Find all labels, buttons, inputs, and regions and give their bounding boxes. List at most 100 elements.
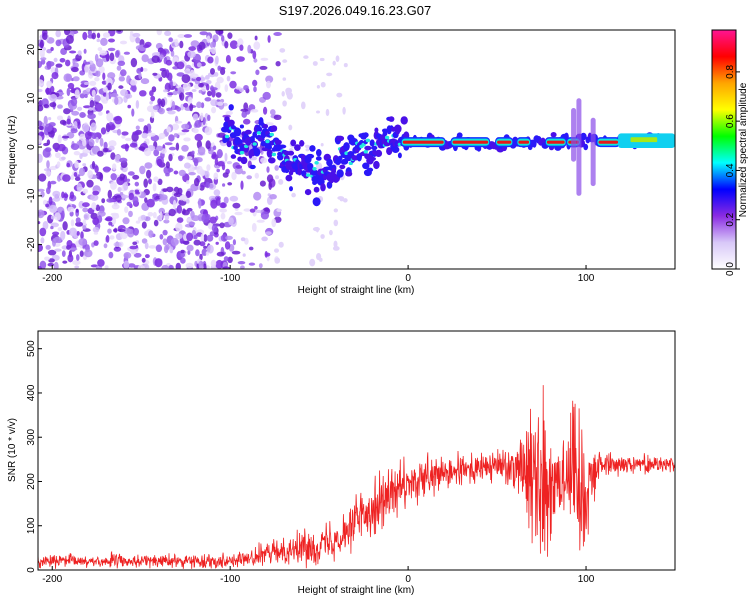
spectrogram-blob xyxy=(38,79,44,87)
spectrogram-blob xyxy=(79,93,86,99)
spectrogram-blob xyxy=(66,118,71,125)
spectrogram-blob xyxy=(210,68,215,75)
spectrogram-blob xyxy=(129,245,138,250)
ridge-blob xyxy=(356,153,362,162)
spectrogram-blob xyxy=(70,128,78,134)
spectrogram-blob xyxy=(234,211,243,216)
spectrogram-blob xyxy=(179,92,185,101)
spectrogram-blob xyxy=(38,209,45,219)
spectrogram-blob xyxy=(235,165,243,169)
spectrogram-blob xyxy=(153,176,159,182)
spectrogram-blob xyxy=(167,110,176,115)
spectrogram-blob xyxy=(225,110,233,116)
spectrogram-blob xyxy=(167,92,174,96)
spectrogram-blob xyxy=(271,218,277,228)
spectrogram-blob xyxy=(185,190,192,198)
spectrogram-blob xyxy=(215,241,219,245)
spectrogram-blob xyxy=(168,37,173,42)
spectrogram-blob xyxy=(222,172,229,178)
spectrogram-blob xyxy=(134,189,140,193)
spectrogram-blob xyxy=(263,106,268,115)
spectrogram-blob xyxy=(79,153,83,160)
spectrogram-blob xyxy=(64,30,71,36)
spectrogram-blob xyxy=(82,188,89,194)
spectrogram-blob xyxy=(194,120,202,128)
spectrogram-blob xyxy=(72,76,80,82)
spectrogram-blob xyxy=(278,241,284,248)
spectrogram-blob xyxy=(209,48,215,53)
spectrogram-blob xyxy=(90,122,97,132)
spectrogram-blob xyxy=(97,259,105,267)
spectrogram-blob xyxy=(132,227,139,236)
ridge-blob xyxy=(268,157,276,164)
spectrogram-blob xyxy=(181,123,190,130)
spectrogram-blob xyxy=(320,81,326,88)
spectrogram-blob xyxy=(207,90,212,97)
spectrogram-blob xyxy=(195,249,200,257)
ridge-blob xyxy=(252,131,257,138)
spectrogram-x-label: Height of straight line (km) xyxy=(298,285,415,296)
spectrogram-blob xyxy=(152,105,160,111)
spectrogram-blob xyxy=(89,80,97,86)
spectrogram-blob xyxy=(69,247,78,251)
spectrogram-blob xyxy=(158,132,166,140)
spectrogram-blob xyxy=(168,264,174,269)
spectrogram-blob xyxy=(86,179,94,188)
ridge-blob xyxy=(391,146,400,154)
spectrogram-blob xyxy=(152,183,157,192)
ridge-blob xyxy=(331,167,337,175)
spectrogram-blob xyxy=(199,253,203,261)
spectrogram-blob xyxy=(174,38,179,47)
spectrogram-blob xyxy=(325,108,330,117)
spectrogram-blob xyxy=(274,257,281,264)
spectrogram-blob xyxy=(61,250,66,257)
spectrogram-blob xyxy=(52,231,60,236)
spectrogram-blob xyxy=(186,232,194,242)
spectrogram-blob xyxy=(89,100,95,108)
spectrogram-blob xyxy=(274,165,280,171)
spectrogram-blob xyxy=(120,144,130,149)
spectrogram-blob xyxy=(342,106,346,115)
spectrogram-blob xyxy=(95,204,101,212)
spectrogram-blob xyxy=(113,242,122,247)
spectrogram-blob xyxy=(123,260,130,269)
ridge-blob xyxy=(227,119,235,127)
ridge-blob xyxy=(373,160,380,170)
ridge-blob xyxy=(395,127,400,135)
spectrogram-blob xyxy=(121,131,129,136)
spectrogram-blob xyxy=(76,231,80,236)
spectrogram-blob xyxy=(174,61,178,67)
spectrogram-blob xyxy=(48,117,52,121)
spectrogram-blob xyxy=(337,196,345,200)
spectrogram-blob xyxy=(55,30,61,38)
spectrogram-blob xyxy=(135,100,140,109)
spectrogram-blob xyxy=(87,30,92,36)
spectrogram-blob xyxy=(288,124,293,131)
spectrogram-blob xyxy=(240,108,249,112)
ridge-blob xyxy=(343,142,350,151)
x-tick-label: 0 xyxy=(405,574,411,585)
spectrogram-blob xyxy=(129,31,134,36)
ridge-core xyxy=(384,135,390,140)
spectrogram-blob xyxy=(48,258,55,263)
spectrogram-blob xyxy=(50,215,55,220)
spectrogram-blob xyxy=(200,112,204,122)
spectrogram-blob xyxy=(149,90,154,97)
spectrogram-blob xyxy=(273,114,282,121)
spectrogram-blob xyxy=(184,162,191,169)
spectrogram-blob xyxy=(46,49,53,54)
spectrogram-blob xyxy=(82,163,87,167)
spectrogram-blob xyxy=(156,30,162,36)
ridge-blob xyxy=(289,186,293,192)
spectrogram-blob xyxy=(227,256,233,263)
spectrogram-blob xyxy=(107,47,116,52)
spectrogram-blob xyxy=(129,142,138,148)
spectrogram-blob xyxy=(220,234,228,242)
spectrogram-blob xyxy=(79,250,84,257)
spectrogram-blob xyxy=(342,198,348,203)
spectrogram-blob xyxy=(234,166,243,175)
spectrogram-blob xyxy=(172,90,178,96)
ridge-blob xyxy=(294,144,301,152)
spectrogram-blob xyxy=(315,226,319,233)
spectrogram-blob xyxy=(105,235,110,243)
